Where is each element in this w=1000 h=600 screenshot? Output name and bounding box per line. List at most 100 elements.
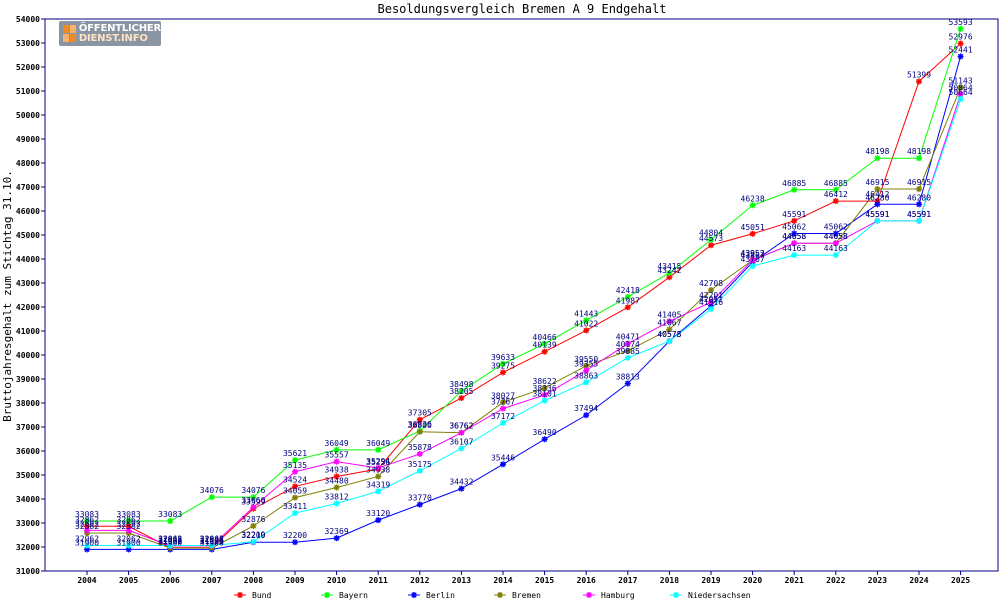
data-point bbox=[832, 252, 839, 259]
y-tick-label: 50000 bbox=[16, 111, 40, 120]
data-label: 44163 bbox=[782, 244, 806, 253]
data-label: 40573 bbox=[657, 330, 681, 339]
data-label: 43242 bbox=[657, 266, 681, 275]
legend-marker bbox=[324, 592, 330, 598]
series-line bbox=[87, 28, 962, 522]
data-point bbox=[624, 340, 631, 347]
site-logo: ÖFFENTLICHER DIENST.INFO bbox=[59, 21, 161, 46]
data-label: 31900 bbox=[158, 538, 182, 547]
data-label: 34524 bbox=[283, 475, 307, 484]
data-point bbox=[541, 397, 548, 404]
data-label: 36107 bbox=[449, 437, 473, 446]
data-label: 32048 bbox=[158, 535, 182, 544]
y-tick-label: 54000 bbox=[16, 15, 40, 24]
data-label: 36490 bbox=[533, 428, 557, 437]
data-label: 31900 bbox=[117, 538, 141, 547]
data-label: 42201 bbox=[699, 291, 723, 300]
data-label: 36762 bbox=[449, 422, 473, 431]
data-label: 45591 bbox=[782, 210, 806, 219]
data-label: 33812 bbox=[325, 493, 349, 502]
data-point bbox=[500, 405, 506, 412]
y-tick-label: 38000 bbox=[16, 399, 40, 408]
data-label: 33660 bbox=[241, 496, 265, 505]
data-point bbox=[874, 217, 881, 224]
x-tick-label: 2008 bbox=[244, 576, 263, 585]
data-label: 43952 bbox=[741, 249, 765, 258]
data-point bbox=[250, 522, 257, 529]
data-label: 34076 bbox=[200, 486, 224, 495]
data-point bbox=[916, 155, 922, 162]
data-point bbox=[874, 201, 881, 208]
data-point bbox=[500, 399, 506, 406]
data-label: 40174 bbox=[616, 340, 640, 349]
series-bund bbox=[84, 40, 964, 551]
data-label: 45591 bbox=[865, 210, 889, 219]
data-label: 48198 bbox=[865, 147, 889, 156]
y-tick-label: 31000 bbox=[16, 567, 40, 576]
data-point bbox=[749, 202, 756, 209]
data-label: 41987 bbox=[616, 296, 640, 305]
data-point bbox=[708, 299, 714, 306]
data-label: 32862 bbox=[75, 515, 99, 524]
data-label: 51143 bbox=[949, 77, 973, 86]
data-label: 33083 bbox=[117, 510, 141, 519]
data-label: 39275 bbox=[491, 361, 515, 370]
data-label: 43415 bbox=[657, 262, 681, 271]
data-label: 35256 bbox=[366, 458, 390, 467]
data-point bbox=[125, 518, 132, 525]
data-label: 38498 bbox=[449, 380, 473, 389]
series-berlin bbox=[84, 53, 964, 553]
x-tick-label: 2004 bbox=[77, 576, 96, 585]
legend-marker bbox=[586, 592, 592, 598]
data-label: 37305 bbox=[408, 409, 432, 418]
data-label: 44658 bbox=[782, 232, 806, 241]
data-label: 41067 bbox=[657, 318, 681, 327]
data-label: 36049 bbox=[366, 439, 390, 448]
data-label: 34076 bbox=[241, 486, 265, 495]
data-label: 36049 bbox=[325, 439, 349, 448]
y-axis-label: Bruttojahresgehalt zum Stichtag 31.10. bbox=[1, 170, 14, 422]
data-point bbox=[749, 257, 756, 264]
data-point bbox=[84, 518, 90, 525]
data-label: 45062 bbox=[824, 223, 848, 232]
x-tick-label: 2024 bbox=[909, 576, 928, 585]
data-label: 34938 bbox=[366, 465, 390, 474]
legend-marker bbox=[497, 592, 503, 598]
data-label: 35878 bbox=[408, 443, 432, 452]
data-point bbox=[624, 293, 631, 300]
data-label: 38813 bbox=[616, 372, 640, 381]
data-label: 32692 bbox=[117, 519, 141, 528]
y-tick-label: 44000 bbox=[16, 255, 40, 264]
legend-label: Berlin bbox=[426, 591, 455, 600]
data-label: 35621 bbox=[283, 449, 307, 458]
x-tick-label: 2018 bbox=[660, 576, 679, 585]
data-label: 33599 bbox=[241, 498, 265, 507]
logo-line-2: DIENST.INFO bbox=[78, 32, 148, 44]
x-tick-label: 2021 bbox=[785, 576, 804, 585]
data-point bbox=[957, 53, 964, 60]
data-point bbox=[874, 155, 881, 162]
data-point bbox=[791, 252, 798, 259]
data-point bbox=[874, 186, 881, 193]
data-label: 36800 bbox=[408, 421, 432, 430]
data-label: 35446 bbox=[491, 453, 515, 462]
y-tick-label: 49000 bbox=[16, 135, 40, 144]
data-label: 31960 bbox=[158, 537, 182, 546]
data-label: 45591 bbox=[907, 210, 931, 219]
data-label: 34432 bbox=[449, 478, 473, 487]
data-label: 31960 bbox=[200, 537, 224, 546]
data-point bbox=[957, 84, 964, 91]
data-label: 33770 bbox=[408, 494, 432, 503]
data-point bbox=[125, 542, 132, 549]
data-label: 32062 bbox=[200, 535, 224, 544]
data-label: 51399 bbox=[907, 70, 931, 79]
data-label: 32062 bbox=[75, 535, 99, 544]
x-tick-label: 2020 bbox=[743, 576, 762, 585]
data-point bbox=[500, 419, 506, 426]
data-label: 31900 bbox=[75, 538, 99, 547]
data-point bbox=[416, 428, 423, 435]
y-tick-label: 47000 bbox=[16, 183, 40, 192]
data-label: 46885 bbox=[782, 179, 806, 188]
series-line bbox=[87, 98, 962, 547]
